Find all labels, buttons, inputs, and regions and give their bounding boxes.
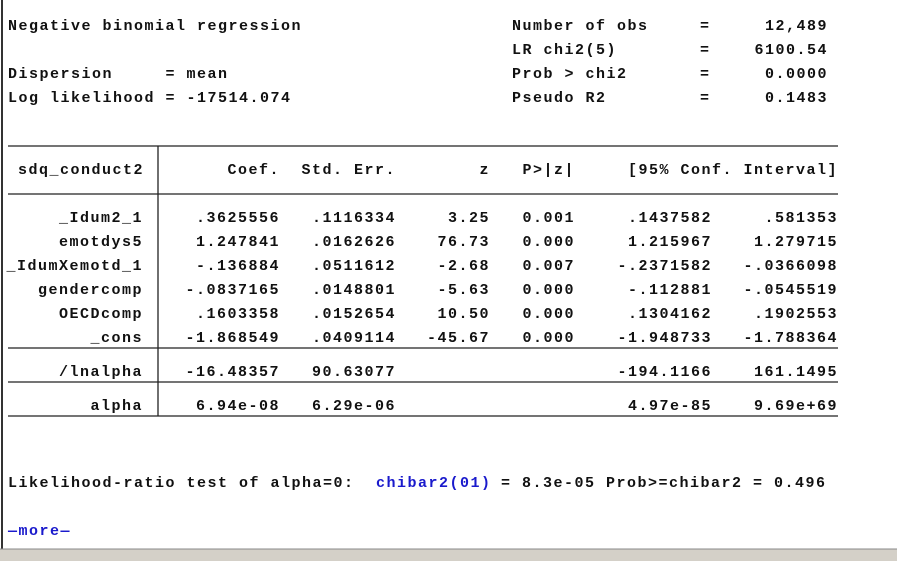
cell: -194.1166 [617, 364, 712, 381]
chibar-link[interactable]: chibar2(01) [376, 475, 492, 492]
column-header: sdq_conduct2 [18, 162, 144, 179]
column-header: Std. Err. [301, 162, 396, 179]
cell: .0511612 [312, 258, 396, 275]
cell: .1603358 [196, 306, 280, 323]
cell: 0.000 [522, 234, 575, 251]
cell: .1437582 [628, 210, 712, 227]
stat-label: Prob > chi2 [512, 66, 628, 83]
cell: 4.97e-85 [628, 398, 712, 415]
more-link[interactable]: —more— [7, 523, 71, 540]
cell: 10.50 [437, 306, 490, 323]
cell: -1.948733 [617, 330, 712, 347]
column-header: P>|z| [522, 162, 575, 179]
cell: -5.63 [437, 282, 490, 299]
stat-label: Number of obs [512, 18, 649, 35]
cell: -.0837165 [185, 282, 280, 299]
lr-test: Likelihood-ratio test of alpha=0: [8, 475, 355, 492]
cell: .3625556 [196, 210, 280, 227]
cell: -1.868549 [185, 330, 280, 347]
cell: -45.67 [427, 330, 490, 347]
cell: 0.007 [522, 258, 575, 275]
cell: 0.000 [522, 306, 575, 323]
cell: 0.001 [522, 210, 575, 227]
cell: -.2371582 [617, 258, 712, 275]
cell: .1902553 [754, 306, 838, 323]
cell: 0.000 [522, 282, 575, 299]
header-text: Log likelihood = -17514.074 [8, 90, 292, 107]
cell: 9.69e+69 [754, 398, 838, 415]
lr-result: = 8.3e-05 Prob>=chibar2 = 0.496 [501, 475, 827, 492]
status-bar [0, 549, 897, 561]
column-header: Coef. [227, 162, 280, 179]
cell: .0152654 [312, 306, 396, 323]
column-header: [95% Conf. Interval] [628, 162, 838, 179]
cell: -16.48357 [185, 364, 280, 381]
cell: 6.94e-08 [196, 398, 280, 415]
cell: .1304162 [628, 306, 712, 323]
stat-sep: = [700, 66, 711, 83]
cell: 0.000 [522, 330, 575, 347]
cell: .0409114 [312, 330, 396, 347]
stat-value: 0.0000 [765, 66, 828, 83]
header-text: Dispersion = mean [8, 66, 229, 83]
cell: -1.788364 [743, 330, 838, 347]
row-label: _Idum2_1 [58, 210, 143, 227]
row-label: /lnalpha [59, 364, 143, 381]
stat-sep: = [700, 90, 711, 107]
cell: -.136884 [196, 258, 280, 275]
cell: 161.1495 [754, 364, 838, 381]
row-label: gendercomp [38, 282, 143, 299]
stat-value: 0.1483 [765, 90, 828, 107]
stat-value: 6100.54 [754, 42, 828, 59]
cell: -.112881 [628, 282, 712, 299]
stat-sep: = [700, 18, 711, 35]
cell: 1.247841 [196, 234, 280, 251]
cell: -.0366098 [743, 258, 838, 275]
cell: 3.25 [448, 210, 490, 227]
cell: 1.215967 [628, 234, 712, 251]
cell: 76.73 [437, 234, 490, 251]
row-label: alpha [90, 398, 143, 415]
cell: .0148801 [312, 282, 396, 299]
cell: 1.279715 [754, 234, 838, 251]
cell: .581353 [764, 210, 838, 227]
cell: -2.68 [437, 258, 490, 275]
row-label: _cons [89, 330, 143, 347]
header-text: Negative binomial regression [8, 18, 302, 35]
cell: 6.29e-06 [312, 398, 396, 415]
cell: .1116334 [312, 210, 396, 227]
stat-label: LR chi2(5) [512, 42, 617, 59]
stat-label: Pseudo R2 [512, 90, 607, 107]
cell: -.0545519 [743, 282, 838, 299]
cell: 90.63077 [312, 364, 396, 381]
stat-value: 12,489 [765, 18, 828, 35]
stat-sep: = [700, 42, 711, 59]
column-header: z [479, 162, 490, 179]
row-label: _IdumXemotd_1 [5, 258, 143, 275]
cell: .0162626 [312, 234, 396, 251]
row-label: OECDcomp [59, 306, 143, 323]
row-label: emotdys5 [59, 234, 143, 251]
